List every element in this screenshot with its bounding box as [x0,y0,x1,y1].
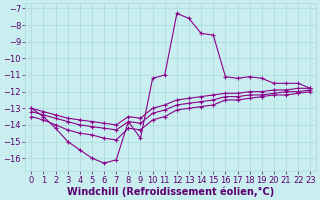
X-axis label: Windchill (Refroidissement éolien,°C): Windchill (Refroidissement éolien,°C) [67,186,275,197]
